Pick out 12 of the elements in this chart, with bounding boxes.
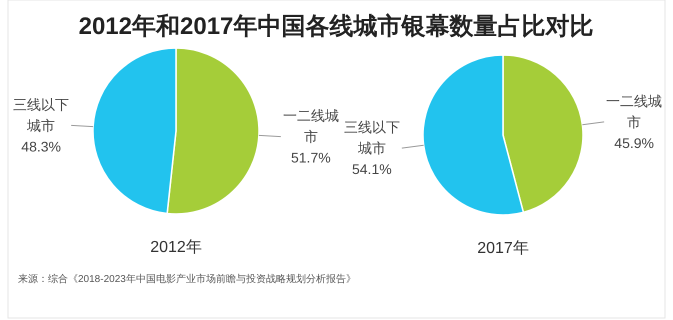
slice-label: 一二线城市 <box>606 92 662 130</box>
data-label: 54.1% <box>352 161 392 178</box>
slice-label: 一二线城市 <box>282 108 339 145</box>
data-label: 45.9% <box>614 134 654 151</box>
data-label: 51.7% <box>291 150 331 166</box>
text: 2012年和2017年中国各线城市银幕数量占比对比 <box>78 13 594 40</box>
data-label: 48.3% <box>21 138 61 154</box>
slice-label: 三线以下城市 <box>344 119 400 156</box>
text: 2012年 <box>150 239 202 256</box>
text: 2017年 <box>477 240 529 257</box>
slice-label: 三线以下城市 <box>13 96 70 134</box>
source-note: 来源：综合《2018-2023年中国电影产业市场前瞻与投资战略规划分析报告》 <box>18 273 356 285</box>
